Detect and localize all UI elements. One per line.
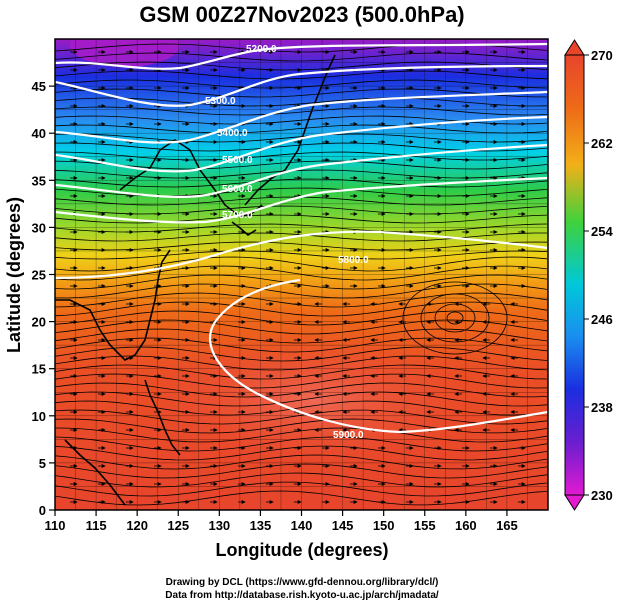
streamline [55, 52, 548, 62]
x-tick-label: 140 [291, 518, 313, 533]
credit-drawing: Drawing by DCL (https://www.gfd-dennou.o… [166, 577, 439, 588]
colorbar-tick-label: 270 [591, 48, 613, 63]
y-tick-label: 30 [32, 220, 46, 235]
colorbar-top-triangle [564, 39, 585, 56]
streamline [55, 133, 548, 143]
streamline [55, 409, 548, 425]
streamline [55, 241, 548, 251]
streamline [55, 346, 548, 362]
streamline [55, 256, 548, 272]
x-tick-label: 115 [86, 518, 107, 533]
contour-5400 [55, 90, 548, 144]
y-tick-label: 20 [32, 315, 46, 330]
streamline [55, 310, 548, 326]
contour-5300 [55, 64, 548, 107]
colorbar-tick-label: 238 [591, 400, 613, 415]
colorbar-tick-label: 254 [591, 224, 613, 239]
streamline [55, 373, 548, 389]
colorbar-bottom-triangle [564, 494, 585, 511]
colorbar-ticks: 270 262 254 246 238 230 [584, 48, 613, 503]
streamline [55, 223, 548, 233]
contour-5600 [55, 143, 548, 199]
contour-5800 [55, 230, 548, 280]
vortex [402, 281, 508, 355]
x-tick-label: 130 [208, 518, 230, 533]
colorbar-gradient [564, 54, 585, 496]
contour-label: 5200.0 [246, 44, 277, 55]
y-tick-label: 35 [32, 173, 46, 188]
x-tick-label: 155 [414, 518, 436, 533]
y-tick-label: 15 [32, 362, 46, 377]
y-tick-label: 5 [39, 456, 46, 471]
contour-label: 5300.0 [205, 96, 236, 107]
streamline [55, 124, 548, 134]
map-title: GSM 00Z27Nov2023 (500.0hPa) [139, 2, 464, 27]
streamline [55, 319, 548, 335]
colorbar-tick-label: 230 [591, 488, 613, 503]
contour-label: 5400.0 [217, 128, 248, 139]
contour-label: 5500.0 [222, 155, 253, 166]
credit-data: Data from http://database.rish.kyoto-u.a… [165, 590, 439, 601]
height-contours [55, 42, 548, 434]
x-tick-label: 165 [496, 518, 518, 533]
y-tick-label: 25 [32, 268, 46, 283]
x-axis-label: Longitude (degrees) [215, 540, 388, 560]
contour-labels: 5200.0 5300.0 5400.0 5500.0 5600.0 5700.… [205, 44, 369, 441]
streamline [55, 301, 548, 317]
colorbar-tick-label: 246 [591, 312, 613, 327]
streamline [55, 250, 548, 260]
x-tick-label: 160 [455, 518, 477, 533]
y-tick-label: 10 [32, 409, 46, 424]
contour-label: 5600.0 [222, 184, 253, 195]
streamline [55, 70, 548, 80]
streamline [55, 400, 548, 416]
streamline [55, 205, 548, 215]
contour-5700 [55, 176, 548, 224]
streamline [55, 391, 548, 407]
streamline [55, 355, 548, 371]
y-axis-label: Latitude (degrees) [4, 197, 24, 353]
warm-pool [160, 330, 500, 470]
contour-5200 [55, 42, 548, 70]
streamline [55, 454, 548, 470]
streamline [55, 472, 548, 488]
y-tick-label: 0 [39, 503, 46, 518]
x-tick-label: 110 [45, 518, 66, 533]
x-tick-label: 135 [250, 518, 272, 533]
streamline [55, 265, 548, 281]
contour-label: 5800.0 [338, 255, 369, 266]
streamline [55, 418, 548, 434]
streamline [55, 97, 548, 107]
y-tick-label: 45 [32, 79, 46, 94]
streamline [55, 283, 548, 299]
streamline [55, 88, 548, 98]
contour-label: 5900.0 [333, 430, 364, 441]
streamline [55, 337, 548, 353]
y-axis: 0 5 10 15 20 25 30 35 40 45 [32, 79, 55, 518]
x-tick-label: 120 [126, 518, 148, 533]
cold-core [70, 39, 180, 67]
contour-5900 [209, 278, 548, 434]
x-tick-label: 125 [167, 518, 189, 533]
x-tick-label: 145 [332, 518, 354, 533]
x-tick-label: 150 [373, 518, 395, 533]
wind-streamlines [55, 43, 548, 506]
y-tick-label: 40 [32, 126, 46, 141]
contour-label: 5700.0 [222, 210, 253, 221]
colorbar-tick-label: 262 [591, 136, 613, 151]
streamline [55, 436, 548, 452]
streamline [55, 106, 548, 116]
x-axis: 110 115 120 125 130 135 140 145 150 155 160 165 [45, 510, 518, 533]
plot-area: 5200.0 5300.0 5400.0 5500.0 5600.0 5700.… [55, 39, 548, 510]
colorbar: 270 262 254 246 238 230 [564, 39, 613, 511]
contour-5500 [55, 115, 548, 173]
